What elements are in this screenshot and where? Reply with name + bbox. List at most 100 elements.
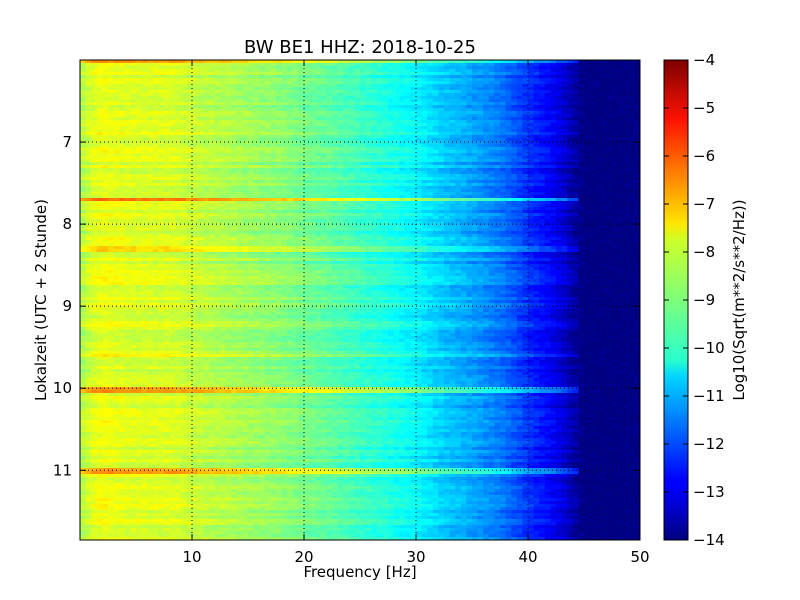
heatmap-cell [606, 87, 613, 91]
heatmap-cell [242, 90, 249, 94]
heatmap-cell [567, 141, 574, 145]
heatmap-cell [287, 138, 294, 142]
heatmap-cell [578, 102, 585, 106]
heatmap-cell [208, 135, 215, 139]
heatmap-cell [231, 117, 238, 121]
heatmap-cell [483, 135, 490, 139]
heatmap-cell [572, 90, 579, 94]
heatmap-cell [382, 120, 389, 124]
heatmap-cell [225, 114, 232, 118]
heatmap-cell [500, 96, 507, 100]
heatmap-cell [404, 105, 411, 109]
heatmap-cell [304, 75, 311, 79]
heatmap-cell [410, 135, 417, 139]
heatmap-cell [393, 63, 400, 67]
heatmap-cell [399, 105, 406, 109]
heatmap-cell [455, 102, 462, 106]
heatmap-cell [326, 75, 333, 79]
heatmap-cell [600, 78, 607, 82]
heatmap-cell [287, 78, 294, 82]
heatmap-cell [455, 135, 462, 139]
heatmap-cell [186, 126, 193, 130]
heatmap-cell [152, 114, 159, 118]
heatmap-cell [488, 141, 495, 145]
heatmap-cell [186, 108, 193, 112]
heatmap-cell [164, 90, 171, 94]
heatmap-cell [180, 78, 187, 82]
heatmap-cell [332, 63, 339, 67]
heatmap-cell [617, 120, 624, 124]
heatmap-cell [102, 108, 109, 112]
heatmap-cell [108, 60, 115, 64]
heatmap-cell [158, 99, 165, 103]
heatmap-cell [343, 84, 350, 88]
heatmap-cell [511, 114, 518, 118]
heatmap-cell [136, 135, 143, 139]
heatmap-cell [466, 135, 473, 139]
heatmap-cell [500, 114, 507, 118]
heatmap-cell [544, 123, 551, 127]
heatmap-cell [141, 129, 148, 133]
heatmap-cell [544, 72, 551, 76]
heatmap-cell [399, 81, 406, 85]
heatmap-cell [231, 129, 238, 133]
heatmap-cell [320, 132, 327, 136]
heatmap-cell [309, 81, 316, 85]
heatmap-cell [108, 99, 115, 103]
heatmap-cell [231, 126, 238, 130]
heatmap-cell [416, 93, 423, 97]
heatmap-cell [332, 90, 339, 94]
heatmap-cell [113, 63, 120, 67]
heatmap-row [80, 141, 640, 145]
heatmap-cell [438, 111, 445, 115]
heatmap-cell [567, 81, 574, 85]
heatmap-cell [348, 117, 355, 121]
heatmap-cell [214, 135, 221, 139]
heatmap-cell [231, 93, 238, 97]
heatmap-cell [612, 129, 619, 133]
heatmap-cell [96, 120, 103, 124]
heatmap-cell [455, 141, 462, 145]
heatmap-cell [488, 120, 495, 124]
heatmap-cell [432, 138, 439, 142]
heatmap-cell [309, 144, 316, 148]
heatmap-cell [152, 141, 159, 145]
heatmap-cell [281, 105, 288, 109]
heatmap-cell [180, 87, 187, 91]
heatmap-cell [528, 117, 535, 121]
heatmap-cell [376, 141, 383, 145]
heatmap-cell [371, 81, 378, 85]
heatmap-cell [292, 105, 299, 109]
heatmap-cell [561, 72, 568, 76]
heatmap-cell [281, 60, 288, 64]
heatmap-cell [488, 78, 495, 82]
heatmap-cell [113, 111, 120, 115]
heatmap-cell [214, 114, 221, 118]
heatmap-cell [617, 66, 624, 70]
heatmap-cell [259, 111, 266, 115]
heatmap-cell [348, 87, 355, 91]
heatmap-row [80, 69, 640, 73]
heatmap-cell [220, 108, 227, 112]
heatmap-cell [231, 81, 238, 85]
heatmap-cell [337, 105, 344, 109]
heatmap-cell [399, 87, 406, 91]
heatmap-cell [561, 87, 568, 91]
heatmap-cell [438, 129, 445, 133]
heatmap-cell [505, 78, 512, 82]
heatmap-cell [225, 123, 232, 127]
heatmap-cell [522, 108, 529, 112]
heatmap-cell [455, 114, 462, 118]
heatmap-cell [550, 93, 557, 97]
heatmap-cell [393, 108, 400, 112]
heatmap-cell [270, 90, 277, 94]
heatmap-cell [472, 123, 479, 127]
heatmap-cell [80, 72, 87, 76]
heatmap-cell [511, 141, 518, 145]
heatmap-cell [399, 123, 406, 127]
heatmap-cell [505, 84, 512, 88]
heatmap-cell [432, 126, 439, 130]
heatmap-cell [606, 60, 613, 64]
heatmap-cell [343, 93, 350, 97]
heatmap-cell [399, 111, 406, 115]
